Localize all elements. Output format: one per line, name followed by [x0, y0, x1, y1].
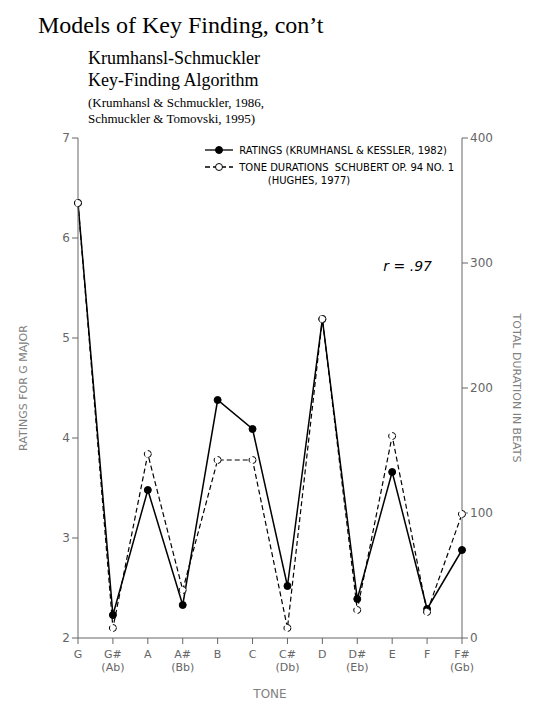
svg-text:B: B [214, 648, 222, 661]
svg-text:300: 300 [470, 256, 493, 270]
svg-text:5: 5 [62, 331, 70, 345]
svg-text:3: 3 [62, 531, 70, 545]
svg-text:RATINGS FOR G MAJOR: RATINGS FOR G MAJOR [17, 325, 30, 451]
html-text:RATINGS (KRUMHANSL & KESSLER,: RATINGS (KRUMHANSL & KESSLER, 1982) [239, 145, 447, 156]
svg-text:400: 400 [470, 131, 493, 145]
svg-text:4: 4 [62, 431, 70, 445]
svg-text:200: 200 [470, 381, 493, 395]
html-text:Models of Key Finding, con’t: Models of Key Finding, con’t [38, 12, 324, 38]
svg-text:0: 0 [470, 631, 478, 645]
svg-text:C: C [249, 648, 257, 661]
html-text:Key-Finding Algorithm: Key-Finding Algorithm [88, 70, 259, 90]
svg-text:F#(Gb): F#(Gb) [450, 648, 474, 674]
svg-text:6: 6 [62, 231, 70, 245]
svg-text:TOTAL DURATION IN BEATS: TOTAL DURATION IN BEATS [510, 313, 523, 463]
html-text:TONE DURATIONS SCHUBERT OP. 94: TONE DURATIONS SCHUBERT OP. 94 NO. 1 (HU… [239, 162, 454, 186]
svg-text:7: 7 [62, 131, 70, 145]
svg-text:E: E [389, 648, 396, 661]
svg-text:F: F [424, 648, 430, 661]
svg-text:G: G [74, 648, 83, 661]
svg-text:2: 2 [62, 631, 70, 645]
svg-text:A: A [144, 648, 152, 661]
html-text:(Krumhansl & Schmuckler, 1986,: (Krumhansl & Schmuckler, 1986, [88, 95, 264, 110]
svg-text:TONE: TONE [252, 687, 286, 701]
svg-text:100: 100 [470, 506, 493, 520]
html-text:Schmuckler & Tomovski, 1995): Schmuckler & Tomovski, 1995) [88, 111, 256, 126]
svg-text:A#(Bb): A#(Bb) [171, 648, 194, 674]
svg-text:C#(Db): C#(Db) [275, 648, 299, 674]
svg-text:D#(Eb): D#(Eb) [346, 648, 369, 674]
svg-text:G#(Ab): G#(Ab) [101, 648, 124, 674]
html-text:Krumhansl-Schmuckler: Krumhansl-Schmuckler [88, 48, 260, 68]
svg-text:D: D [318, 648, 326, 661]
html-text:r = .97: r = .97 [383, 258, 432, 274]
